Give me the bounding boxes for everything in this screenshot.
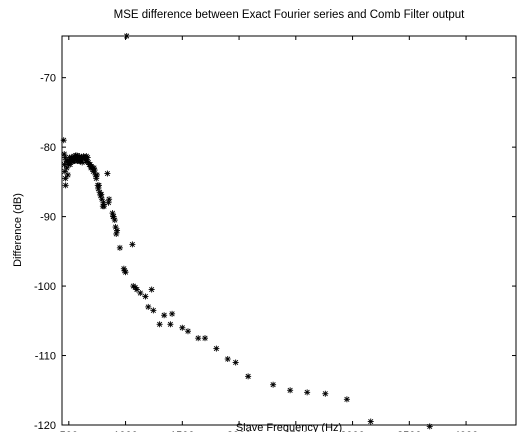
data-point [169,310,176,317]
y-tick-label: -120 [34,420,56,432]
x-tick-label: 4000 [454,430,478,432]
y-tick-label: -80 [40,142,56,154]
x-tick-label: 2000 [227,430,251,432]
y-tick-label: -100 [34,281,56,293]
data-point [105,199,112,206]
x-axis-label: Slave Frequency (Hz) [236,422,342,432]
data-point [137,290,144,297]
x-tick-label: 3500 [397,430,421,432]
y-tick-label: -90 [40,212,56,224]
data-point [104,170,111,177]
data-point [100,199,107,206]
data-point [114,227,121,234]
data-point [129,241,136,248]
data-point [122,269,129,276]
data-point [106,196,113,203]
data-point [62,175,69,182]
data-point [142,293,149,300]
data-point [287,387,294,394]
data-point [232,359,239,366]
data-point [202,335,209,342]
data-point [98,191,105,198]
data-point [167,321,174,328]
data-point [179,324,186,331]
data-point [245,373,252,380]
data-point [64,171,71,178]
y-axis: -120 -110 -100 -90 -80 -70 [34,73,516,432]
data-point [148,286,155,293]
data-point [270,381,277,388]
plot-area [61,35,517,426]
data-point [60,137,67,144]
y-tick-label: -110 [35,351,56,363]
data-point [123,33,130,39]
x-tick-label: 1500 [170,430,194,432]
data-point [111,217,118,224]
x-tick-label: 500 [60,430,78,432]
x-tick-label: 2500 [284,430,308,432]
y-tick-label: -70 [40,73,56,85]
data-point [426,423,433,430]
data-point [224,356,231,363]
data-point [113,230,120,237]
data-point [62,182,69,189]
data-point [343,396,350,403]
data-point [161,312,168,319]
data-point [156,321,163,328]
data-points [60,33,433,430]
data-point [96,182,103,189]
data-point [116,244,123,251]
x-axis: 500 1000 1500 2000 2500 3000 3500 4000 [60,36,478,432]
x-tick-label: 3000 [340,430,364,432]
x-tick-label: 1000 [113,430,137,432]
data-point [304,389,311,396]
data-point [84,154,91,161]
data-point [93,171,100,178]
data-point [184,328,191,335]
data-point [100,203,107,210]
data-point [367,418,374,425]
data-point [213,345,220,352]
data-point [322,390,329,397]
data-point [91,167,98,174]
chart-title: MSE difference between Exact Fourier ser… [114,9,466,21]
data-point [150,307,157,314]
y-axis-label: Difference (dB) [12,193,24,267]
data-point [145,303,152,310]
data-point [195,335,202,342]
